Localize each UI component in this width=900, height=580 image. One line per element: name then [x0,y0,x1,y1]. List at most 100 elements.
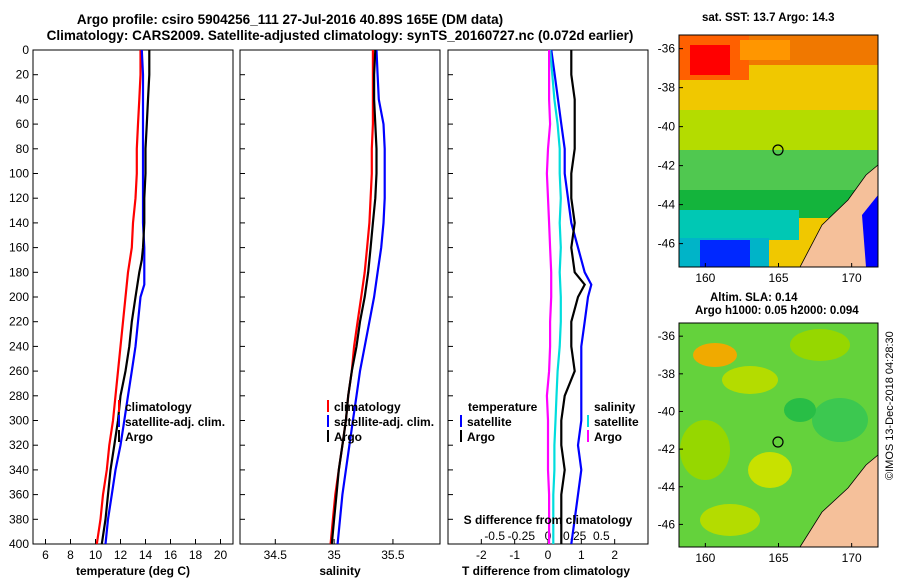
y-tick-label: 60 [16,117,30,131]
y-tick-label: 280 [9,389,29,403]
y-tick-label: 380 [9,512,29,526]
figure-title-line1: Argo profile: csiro 5904256_111 27-Jul-2… [76,12,504,27]
x2-tick-label: -0.25 [508,529,536,543]
legend-temperature-title: temperature [468,400,538,414]
x-tick-label: 14 [139,548,153,562]
temperature-legend: climatology satellite-adj. clim. Argo [118,400,225,444]
map-y-tick-label: -44 [658,480,676,494]
legend-s-satellite-label: satellite [594,415,639,429]
salinity-legend: climatology satellite-adj. clim. Argo [327,400,434,444]
map-x-tick-label: 170 [842,551,862,565]
map-y-tick-label: -36 [658,329,676,343]
x2-tick-label: -0.5 [484,529,505,543]
x-tick-label: 0 [545,548,552,562]
x-tick-label: 6 [42,548,49,562]
salinity-xlabel: salinity [319,564,361,578]
y-tick-label: 100 [9,167,29,181]
sla-argo-position-marker [772,436,784,448]
y-tick-label: 120 [9,191,29,205]
legend-satellite-label: satellite-adj. clim. [125,415,225,429]
map-y-tick-label: -38 [658,367,676,381]
map-y-tick-label: -44 [658,198,676,212]
x-tick-label: 8 [67,548,74,562]
map-y-tick-label: -40 [658,404,676,418]
map-y-tick-label: -36 [658,42,676,56]
y-tick-label: 300 [9,414,29,428]
difference-xlabel: T difference from climatology [462,564,630,578]
map-y-tick-label: -46 [658,517,676,531]
sst-map-title: sat. SST: 13.7 Argo: 14.3 [702,12,835,24]
y-tick-label: 200 [9,290,29,304]
y-tick-label: 0 [22,43,29,57]
temperature-axes-frame [32,49,234,545]
series-argo-line [330,49,378,545]
legend-salinity-title: salinity [594,400,636,414]
series-climatology-line [95,50,142,545]
difference-salinity-legend: salinity satellite Argo [587,400,639,444]
temperature-xlabel: temperature (deg C) [76,564,190,578]
sst-map-image [679,35,878,267]
salinity-axes-frame [239,49,441,545]
sla-map-image [679,323,878,547]
x-tick-label: 18 [189,548,203,562]
x-tick-label: 35.5 [381,548,405,562]
y-tick-label: 140 [9,216,29,230]
x-tick-label: 35 [327,548,341,562]
x-tick-label: -1 [509,548,520,562]
x-tick-label: 16 [164,548,178,562]
map-y-tick-label: -42 [658,159,676,173]
series-s-satellite-line [549,49,562,544]
difference-x2label: S difference from climatology [464,513,633,527]
y-tick-label: 320 [9,438,29,452]
legend-argo-label: Argo [334,430,362,444]
sla-map-title-line2: Argo h1000: 0.05 h2000: 0.094 [695,305,859,317]
legend-climatology-label: climatology [125,400,192,414]
y-tick-label: 400 [9,537,29,551]
y-tick-label: 160 [9,241,29,255]
imos-watermark: ©IMOS 13-Dec-2018 04:28:30 [884,331,896,480]
x2-tick-label: 0.5 [593,529,610,543]
sst-argo-position-marker [772,144,784,156]
legend-s-argo-label: Argo [594,430,622,444]
map-y-tick-label: -46 [658,237,676,251]
y-tick-label: 40 [16,92,30,106]
y-tick-label: 340 [9,463,29,477]
difference-panel: -2 -1 0 1 2-0.5 -0.25 0 0.25 0.5 temperature sat… [447,49,649,578]
figure-title-line2: Climatology: CARS2009. Satellite-adjuste… [46,28,634,43]
y-tick-label: 180 [9,265,29,279]
salinity-panel: 34.5 35 35.5 climatology satellite-adj. cl… [239,49,441,578]
map-x-tick-label: 160 [695,271,715,285]
legend-t-argo-label: Argo [467,430,495,444]
sst-map: 160 165 170 -36 -38 -40 -42 -44 -46 [658,34,879,285]
series-t-argo-line [560,50,587,544]
map-x-tick-label: 165 [768,551,788,565]
series-satellite-line [336,49,386,545]
x-tick-label: 20 [214,548,228,562]
x-tick-label: -2 [476,548,487,562]
temperature-panel: 0 20 40 60 80 100 120 140 160 180 200 220 240 260 280 3… [9,43,234,578]
map-y-tick-label: -42 [658,442,676,456]
map-x-tick-label: 170 [842,271,862,285]
difference-temperature-legend: temperature satellite Argo [460,400,538,444]
legend-climatology-label: climatology [334,400,401,414]
sla-map-title-line1: Altim. SLA: 0.14 [710,292,798,304]
y-tick-label: 20 [16,68,30,82]
x-tick-label: 1 [578,548,585,562]
map-x-tick-label: 160 [695,551,715,565]
map-y-tick-label: -38 [658,81,676,95]
x-tick-label: 34.5 [264,548,288,562]
map-y-tick-label: -40 [658,120,676,134]
y-tick-label: 80 [16,142,30,156]
legend-satellite-label: satellite-adj. clim. [334,415,434,429]
y-tick-label: 220 [9,315,29,329]
series-satellite-line [104,49,146,545]
series-t-satellite-line [550,49,593,545]
legend-t-satellite-label: satellite [467,415,512,429]
sla-map: 160 165 170 -36 -38 -40 -42 -44 -46 [658,322,879,565]
y-tick-label: 260 [9,364,29,378]
series-s-argo-line [545,50,553,544]
x-tick-label: 12 [114,548,128,562]
legend-argo-label: Argo [125,430,153,444]
series-argo-line [100,50,151,545]
